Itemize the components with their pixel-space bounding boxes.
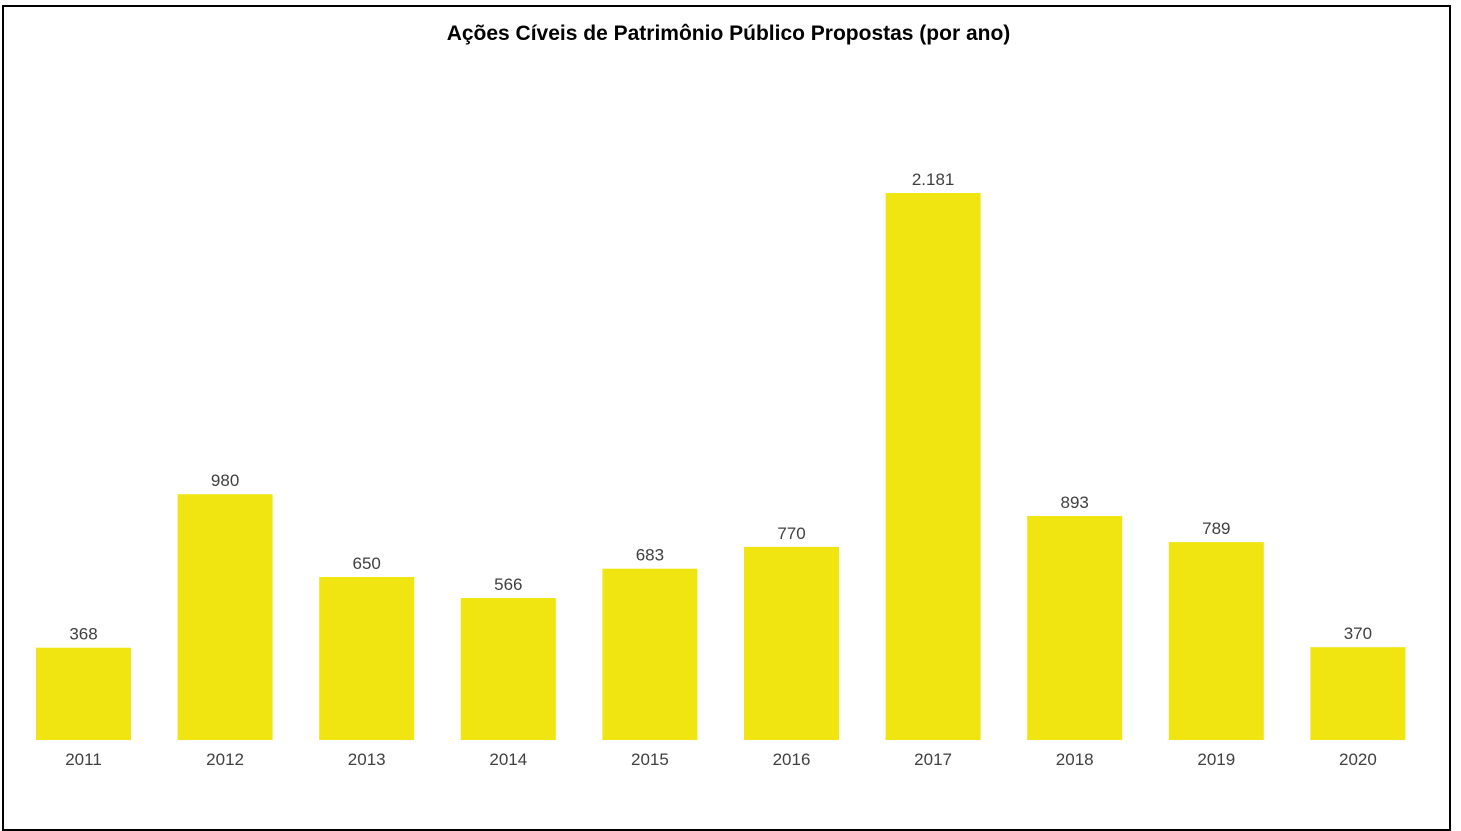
- category-label-2015: 2015: [631, 750, 669, 769]
- value-label-2018: 893: [1061, 493, 1089, 512]
- bar-2016: [744, 546, 839, 740]
- value-label-2017: 2.181: [912, 170, 955, 189]
- category-label-2018: 2018: [1056, 750, 1094, 769]
- bar-2017: [885, 193, 981, 740]
- value-label-2013: 650: [353, 554, 381, 573]
- value-label-2020: 370: [1344, 624, 1372, 643]
- category-label-2017: 2017: [914, 750, 952, 769]
- value-label-2019: 789: [1202, 519, 1230, 538]
- value-label-2016: 770: [777, 524, 805, 543]
- bar-2012: [177, 494, 273, 740]
- chart-title: Ações Cíveis de Patrimônio Público Propo…: [446, 22, 1011, 45]
- value-label-2014: 566: [494, 575, 522, 594]
- bar-2015: [602, 568, 698, 740]
- bar-2013: [319, 577, 415, 740]
- category-label-2016: 2016: [773, 750, 811, 769]
- value-label-2015: 683: [636, 546, 664, 565]
- bar-2019: [1168, 542, 1264, 740]
- bar-2018: [1027, 516, 1123, 740]
- bar-2011: [36, 647, 131, 740]
- category-label-2013: 2013: [348, 750, 386, 769]
- bar-2020: [1310, 647, 1406, 740]
- category-label-2012: 2012: [206, 750, 244, 769]
- value-label-2011: 368: [69, 625, 97, 644]
- bar-2014: [460, 598, 556, 740]
- category-label-2019: 2019: [1197, 750, 1235, 769]
- value-label-2012: 980: [211, 471, 239, 490]
- category-label-2011: 2011: [65, 750, 102, 769]
- category-label-2020: 2020: [1339, 750, 1377, 769]
- category-label-2014: 2014: [489, 750, 527, 769]
